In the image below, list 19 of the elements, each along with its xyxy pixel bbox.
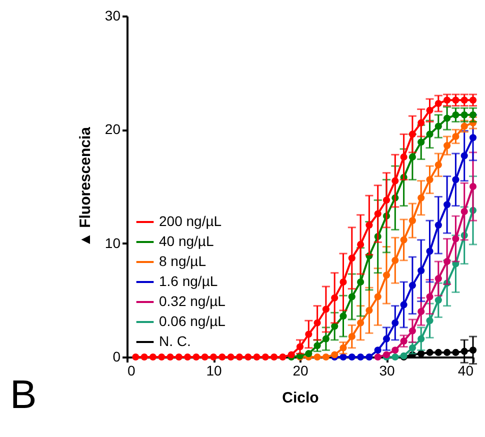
x-axis-title: Ciclo — [282, 390, 319, 406]
legend-label: 1.6 ng/µL — [159, 273, 218, 289]
legend-label: 0.32 ng/µL — [159, 293, 226, 309]
legend-label: N. C. — [159, 333, 191, 349]
y-tick-label: 0 — [112, 348, 121, 364]
y-tick-label: 30 — [104, 8, 121, 24]
legend-label: 8 ng/µL — [159, 253, 206, 269]
text: B — [10, 373, 37, 417]
legend-label: 0.06 ng/µL — [159, 313, 226, 329]
y-tick-label: 20 — [104, 121, 121, 138]
x-tick-label: 10 — [206, 362, 222, 378]
x-tick-label: 30 — [379, 362, 395, 378]
x-tick-label: 0 — [128, 362, 136, 378]
y-axis-title: ▲ Fluorescencia — [76, 126, 94, 247]
y-tick-label: 10 — [104, 234, 121, 251]
legend-label: 40 ng/µL — [159, 233, 214, 249]
x-tick-label: 40 — [458, 362, 474, 378]
x-tick-label: 20 — [292, 362, 308, 378]
legend-label: 200 ng/µL — [159, 213, 222, 229]
